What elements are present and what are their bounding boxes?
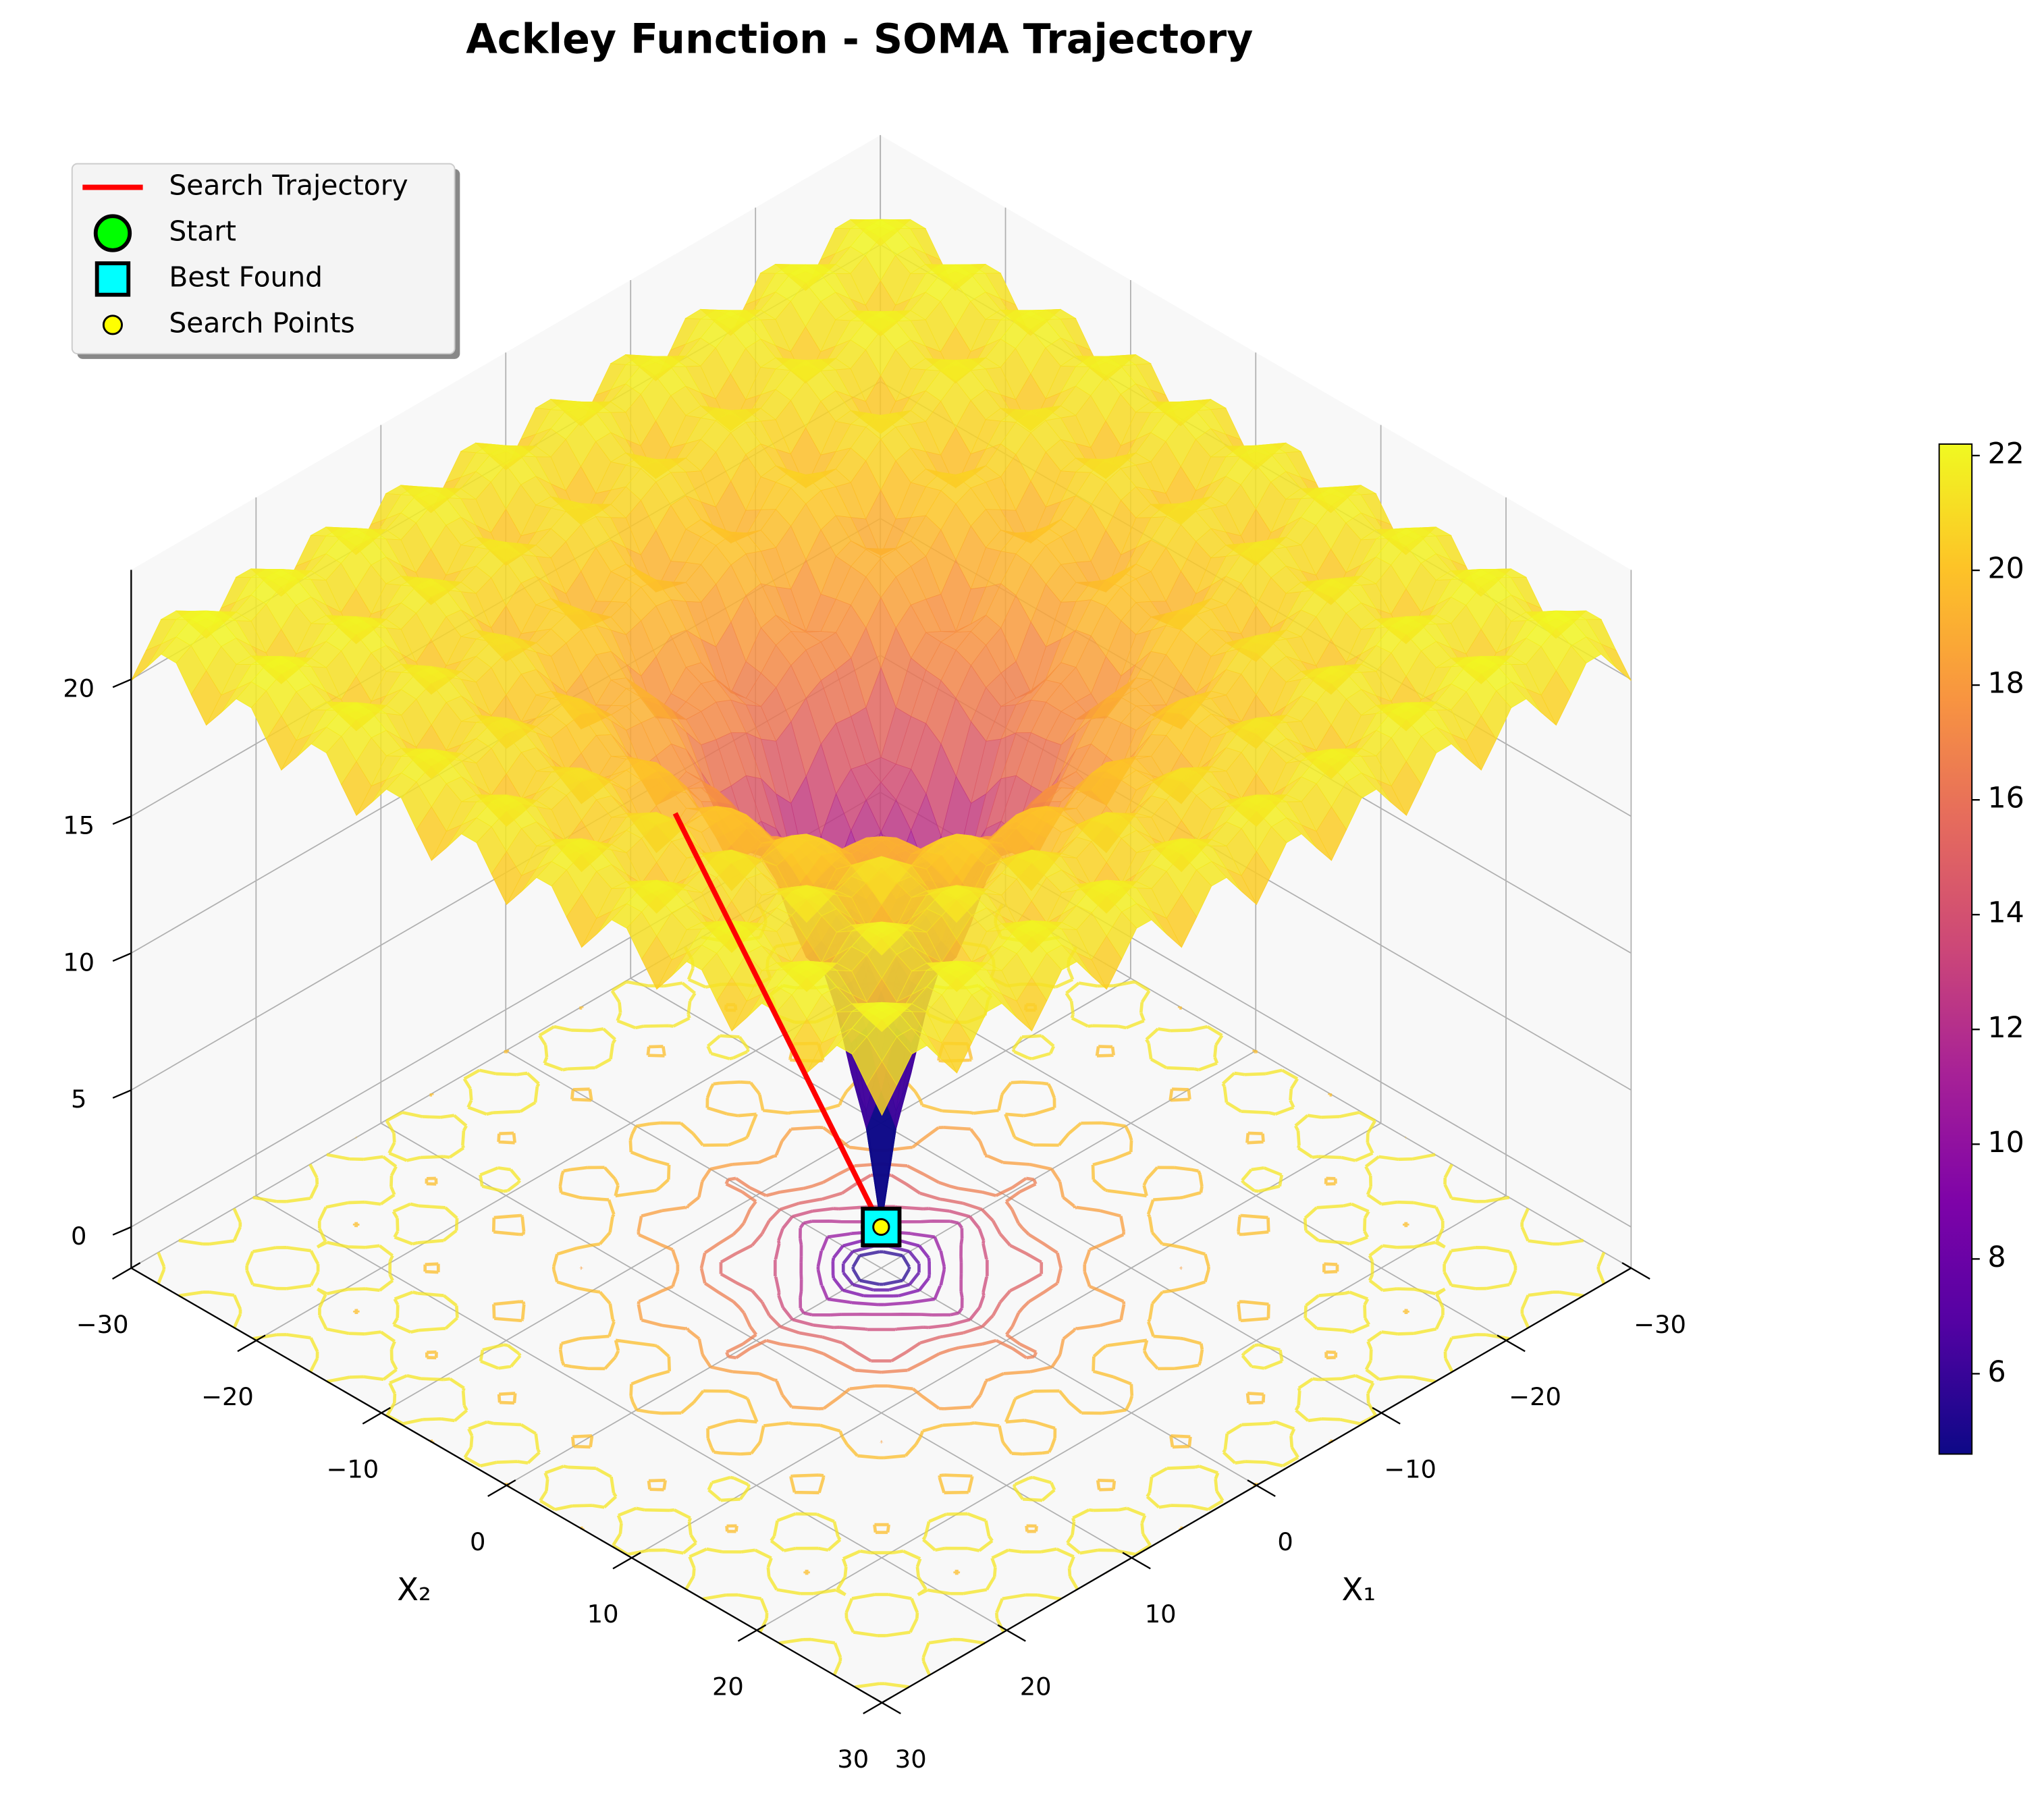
x2-tick-label: −30 bbox=[76, 1310, 129, 1339]
search-point bbox=[872, 1218, 890, 1236]
colorbar-tick-label: 18 bbox=[1987, 667, 2024, 701]
x2-tick-label: −20 bbox=[201, 1382, 254, 1411]
tick-mark bbox=[112, 1089, 132, 1099]
colorbar-tick-label: 12 bbox=[1987, 1011, 2024, 1045]
tick-mark bbox=[1372, 1407, 1401, 1425]
grid-line bbox=[506, 1050, 1256, 1486]
colorbar-body bbox=[1938, 443, 1973, 1455]
tick-mark bbox=[863, 1697, 892, 1714]
tick-mark bbox=[362, 1407, 391, 1425]
legend-label: Search Points bbox=[169, 306, 354, 339]
trajectory-line bbox=[672, 812, 884, 1228]
tick-mark bbox=[112, 952, 132, 962]
x2-tick-label: −10 bbox=[326, 1454, 379, 1483]
legend-swatch bbox=[93, 214, 132, 252]
grid-line bbox=[631, 1122, 1382, 1558]
tick-mark bbox=[1247, 1479, 1276, 1497]
x1-tick-label: 10 bbox=[1145, 1600, 1177, 1629]
z-tick-label: 15 bbox=[63, 811, 95, 840]
tick-mark bbox=[1497, 1334, 1526, 1353]
colorbar-tick-label: 22 bbox=[1987, 437, 2024, 470]
grid-line bbox=[381, 977, 1131, 1414]
x2-axis-label: X₂ bbox=[397, 1571, 431, 1608]
tick-mark bbox=[112, 815, 132, 825]
colorbar: 6 8 10 12 14 16 18 20 22 bbox=[1938, 437, 2024, 1455]
colorbar-tick-label: 10 bbox=[1987, 1126, 2024, 1159]
colorbar-tick-label: 6 bbox=[1987, 1355, 2006, 1389]
legend-label: Best Found bbox=[169, 261, 323, 293]
colorbar-tick-label: 8 bbox=[1987, 1240, 2006, 1274]
contour-line bbox=[719, 1173, 1044, 1363]
x1-tick-label: 0 bbox=[1277, 1527, 1293, 1556]
series-marks bbox=[672, 812, 902, 1248]
tick-mark bbox=[112, 1226, 132, 1236]
legend-label: Search Trajectory bbox=[169, 169, 408, 202]
tick-mark bbox=[237, 1334, 266, 1353]
z-tick-label: 10 bbox=[63, 948, 95, 977]
x2-tick-label: 20 bbox=[712, 1672, 744, 1701]
tick-mark bbox=[112, 678, 132, 688]
z-tick-label: 20 bbox=[63, 674, 95, 703]
x1-axis-label: X₁ bbox=[1342, 1571, 1376, 1608]
legend-label: Start bbox=[169, 215, 236, 247]
surface bbox=[130, 219, 1632, 1227]
legend-swatch bbox=[102, 315, 124, 335]
colorbar-tick-label: 20 bbox=[1987, 552, 2024, 586]
tick-mark bbox=[997, 1624, 1026, 1642]
x2-tick-label: 30 bbox=[837, 1745, 869, 1774]
z-tick-label: 5 bbox=[71, 1085, 86, 1114]
x2-tick-label: 10 bbox=[587, 1600, 619, 1629]
axes: −30 −20 −10 0 10 20 30 −30 −20 −10 0 10 20 30 0 5 10 15 20… bbox=[63, 570, 1686, 1774]
contour-line bbox=[579, 1092, 1183, 1444]
x1-tick-label: −10 bbox=[1384, 1454, 1436, 1483]
tick-mark bbox=[112, 1262, 141, 1280]
tick-mark bbox=[1122, 1552, 1151, 1570]
tick-mark bbox=[872, 1697, 901, 1714]
x1-tick-label: 30 bbox=[895, 1745, 927, 1774]
tick-mark bbox=[487, 1479, 516, 1497]
tick-mark bbox=[1621, 1262, 1650, 1280]
x1-tick-label: −30 bbox=[1634, 1310, 1686, 1339]
grid-line bbox=[756, 1195, 1507, 1631]
tick-mark bbox=[612, 1552, 641, 1570]
chart-title: Ackley Function - SOMA Trajectory bbox=[466, 16, 1253, 63]
contour-line bbox=[851, 1250, 911, 1286]
z-tick-label: 0 bbox=[71, 1222, 86, 1251]
tick-mark bbox=[737, 1624, 767, 1642]
legend-box bbox=[71, 163, 456, 355]
surface-cell bbox=[866, 1060, 898, 1116]
colorbar-tick-label: 14 bbox=[1987, 896, 2024, 930]
contour-line bbox=[799, 1220, 964, 1317]
legend-swatch bbox=[95, 261, 131, 297]
best-marker bbox=[861, 1206, 902, 1248]
legend: Search Trajectory Start Best Found Search P… bbox=[71, 163, 460, 359]
x2-tick-label: 0 bbox=[470, 1527, 485, 1556]
contour-line bbox=[699, 1162, 1063, 1374]
x1-tick-label: 20 bbox=[1020, 1672, 1052, 1701]
x1-tick-label: −20 bbox=[1509, 1382, 1561, 1411]
colorbar-tick-label: 16 bbox=[1987, 782, 2024, 815]
